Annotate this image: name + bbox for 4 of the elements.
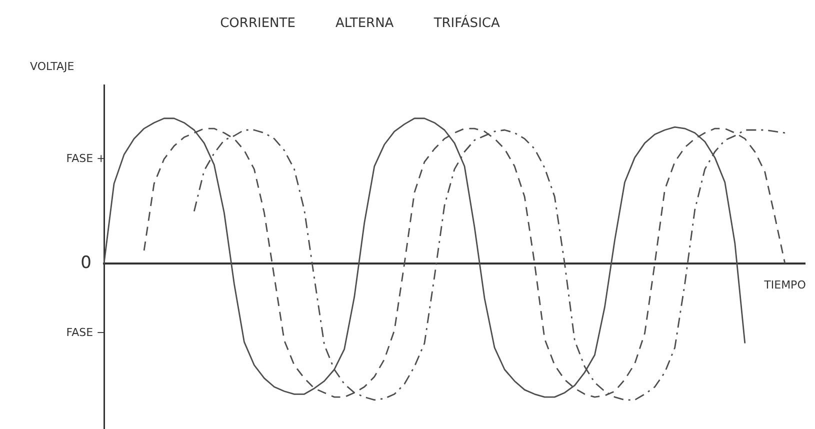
chart-title: CORRIENTE ALTERNA TRIFÁSICA: [219, 16, 501, 31]
text: 0: [80, 252, 92, 273]
x-axis-title: TIEMPO: [763, 278, 806, 292]
y-axis-title: VOLTAJE: [30, 60, 74, 73]
